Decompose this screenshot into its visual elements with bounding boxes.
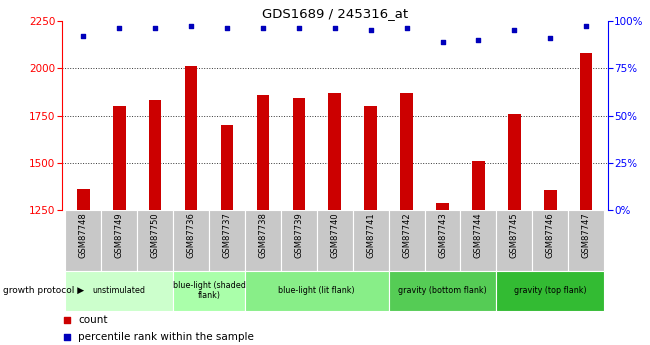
Text: GSM87739: GSM87739: [294, 212, 304, 258]
Bar: [77, 189, 90, 210]
Bar: [137, 210, 173, 271]
Point: [402, 26, 412, 31]
Bar: [365, 106, 377, 210]
Bar: [209, 210, 245, 271]
Point: [114, 26, 124, 31]
Bar: [113, 106, 125, 210]
Bar: [544, 189, 556, 210]
Bar: [389, 271, 497, 310]
Point: [473, 37, 484, 42]
Point: [222, 26, 232, 31]
Text: growth protocol ▶: growth protocol ▶: [3, 286, 84, 295]
Point: [365, 28, 376, 33]
Bar: [497, 210, 532, 271]
Bar: [580, 53, 593, 210]
Bar: [508, 114, 521, 210]
Text: GSM87746: GSM87746: [546, 212, 555, 258]
Bar: [497, 271, 604, 310]
Bar: [245, 210, 281, 271]
Point: [78, 33, 88, 39]
Bar: [460, 210, 497, 271]
Text: GSM87744: GSM87744: [474, 212, 483, 258]
Bar: [568, 210, 604, 271]
Text: blue-light (shaded
flank): blue-light (shaded flank): [173, 281, 246, 300]
Point: [150, 26, 161, 31]
Text: GSM87740: GSM87740: [330, 212, 339, 258]
Bar: [532, 210, 568, 271]
Point: [330, 26, 340, 31]
Text: GSM87749: GSM87749: [114, 212, 124, 258]
Bar: [400, 93, 413, 210]
Text: percentile rank within the sample: percentile rank within the sample: [78, 333, 254, 342]
Point: [186, 23, 196, 29]
Text: GSM87750: GSM87750: [151, 212, 160, 258]
Text: GSM87741: GSM87741: [366, 212, 375, 258]
Point: [257, 26, 268, 31]
Bar: [292, 99, 305, 210]
Bar: [389, 210, 424, 271]
Text: gravity (top flank): gravity (top flank): [514, 286, 586, 295]
Bar: [66, 271, 173, 310]
Text: GSM87745: GSM87745: [510, 212, 519, 258]
Text: unstimulated: unstimulated: [93, 286, 146, 295]
Bar: [424, 210, 460, 271]
Text: GSM87747: GSM87747: [582, 212, 591, 258]
Text: GSM87738: GSM87738: [259, 212, 267, 258]
Text: blue-light (lit flank): blue-light (lit flank): [278, 286, 355, 295]
Text: GSM87736: GSM87736: [187, 212, 196, 258]
Bar: [149, 100, 161, 210]
Text: count: count: [78, 315, 108, 325]
Bar: [257, 95, 269, 210]
Bar: [66, 210, 101, 271]
Text: GSM87743: GSM87743: [438, 212, 447, 258]
Bar: [353, 210, 389, 271]
Text: GSM87742: GSM87742: [402, 212, 411, 258]
Bar: [101, 210, 137, 271]
Bar: [245, 271, 389, 310]
Bar: [185, 66, 198, 210]
Bar: [472, 161, 485, 210]
Point: [379, 256, 389, 262]
Point: [581, 23, 592, 29]
Bar: [436, 203, 448, 210]
Point: [545, 35, 556, 40]
Text: GSM87737: GSM87737: [222, 212, 231, 258]
Bar: [173, 271, 245, 310]
Text: GSM87748: GSM87748: [79, 212, 88, 258]
Bar: [317, 210, 353, 271]
Point: [509, 28, 519, 33]
Bar: [173, 210, 209, 271]
Title: GDS1689 / 245316_at: GDS1689 / 245316_at: [262, 7, 408, 20]
Point: [437, 39, 448, 44]
Text: gravity (bottom flank): gravity (bottom flank): [398, 286, 487, 295]
Bar: [281, 210, 317, 271]
Point: [294, 26, 304, 31]
Bar: [221, 125, 233, 210]
Point: [379, 99, 389, 105]
Bar: [328, 93, 341, 210]
